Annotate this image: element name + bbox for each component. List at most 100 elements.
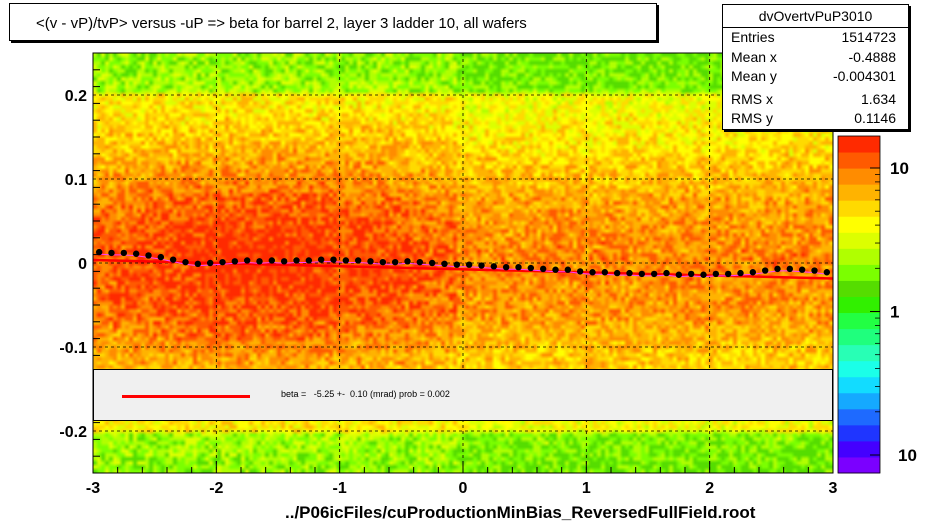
y-tick-label: 0.1 <box>65 172 87 189</box>
profile-point <box>404 258 411 265</box>
color-scale-swatch <box>838 456 880 474</box>
color-scale-swatch <box>838 216 880 233</box>
color-scale-swatch <box>838 424 880 442</box>
color-scale-swatch <box>838 344 880 362</box>
stats-row-rms-y: RMS y 0.1146 <box>731 110 896 130</box>
color-scale-swatch <box>838 296 880 314</box>
profile-point <box>354 257 362 264</box>
profile-point <box>145 252 152 259</box>
fit-line-segment <box>92 258 834 280</box>
profile-point <box>231 258 239 265</box>
x-axis: -3 -2 -1 0 1 2 3 <box>86 461 838 497</box>
profile-point <box>391 258 399 266</box>
stats-row-entries: Entries 1514723 <box>731 29 896 49</box>
x-tick-label: -3 <box>86 480 100 497</box>
profile-point <box>441 260 448 268</box>
chart-title: <(v - vP)/tvP> versus -uP => beta for ba… <box>36 15 527 32</box>
profile-point <box>712 270 720 278</box>
profile-point <box>663 269 670 277</box>
profile-point <box>761 267 769 274</box>
profile-point <box>638 270 646 278</box>
color-scale-swatch <box>838 168 880 185</box>
stats-row-mean-x: Mean x -0.4888 <box>731 49 896 69</box>
profile-point <box>626 269 633 277</box>
profile-point <box>206 259 214 267</box>
profile-point <box>601 269 609 276</box>
profile-point <box>268 257 276 264</box>
color-scale-swatch <box>838 360 880 378</box>
fit-legend-line <box>122 395 250 398</box>
x-axis-label: ../P06icFiles/cuProductionMinBias_Revers… <box>285 503 756 522</box>
fit-line <box>92 258 834 280</box>
color-scale-swatch <box>838 200 880 217</box>
profile-point <box>527 264 535 272</box>
profile-point <box>367 258 374 265</box>
profile-point <box>132 250 140 257</box>
profile-point <box>613 269 621 277</box>
y-tick-label: 0 <box>78 256 87 273</box>
profile-point <box>724 270 732 278</box>
profile-point <box>293 257 300 264</box>
color-scale-frame <box>837 135 881 474</box>
x-tick-label: 1 <box>582 480 591 497</box>
profile-point <box>243 257 251 264</box>
color-scale-swatch <box>838 248 880 265</box>
profile-point <box>650 270 658 278</box>
x-tick-label: 3 <box>829 480 838 497</box>
profile-point <box>256 258 263 265</box>
profile-point <box>120 249 128 257</box>
stats-value: 0.1146 <box>854 110 896 126</box>
profile-points <box>95 248 831 278</box>
chart-title-box: <(v - vP)/tvP> versus -uP => beta for ba… <box>9 3 657 41</box>
stats-value: -0.4888 <box>848 49 896 65</box>
y-tick-label: -0.2 <box>59 424 87 441</box>
profile-point <box>194 260 202 268</box>
stats-separator <box>723 27 908 28</box>
stats-label: Mean x <box>731 49 777 65</box>
stats-label: Mean y <box>731 68 777 84</box>
profile-point <box>749 269 757 276</box>
color-scale-swatch <box>838 408 880 426</box>
profile-point <box>95 248 103 256</box>
stats-value: 1.634 <box>860 91 896 107</box>
color-scale-swatch <box>838 392 880 410</box>
profile-point <box>502 264 510 271</box>
profile-point <box>737 269 744 277</box>
fit-legend-text: beta = -5.25 +- 0.10 (mrad) prob = 0.002 <box>281 389 450 399</box>
profile-point <box>305 257 313 264</box>
color-scale-swatch <box>838 280 880 297</box>
profile-point <box>219 258 226 266</box>
profile-point <box>379 258 387 266</box>
color-scale-label: 10 <box>898 446 917 465</box>
color-scale-swatch <box>838 184 880 201</box>
stats-value: 1514723 <box>841 29 896 45</box>
profile-point <box>823 269 831 276</box>
profile-point <box>465 261 473 268</box>
profile-point <box>157 253 165 261</box>
profile-point <box>786 265 794 273</box>
stats-label: RMS x <box>731 91 773 107</box>
profile-point <box>182 258 189 266</box>
x-tick-label: 0 <box>459 480 468 497</box>
profile-point <box>108 249 115 257</box>
stats-box: dvOvertvPuP3010 Entries 1514723 Mean x -… <box>722 4 909 130</box>
profile-point <box>700 271 707 278</box>
color-scale-label: 1 <box>890 303 899 322</box>
profile-point <box>428 259 436 267</box>
y-axis: -0.2 -0.1 0 0.1 0.2 <box>59 52 100 474</box>
color-scale-swatch <box>838 328 880 346</box>
profile-point <box>552 266 559 273</box>
color-scale-swatch <box>838 232 880 249</box>
color-scale-swatch <box>838 264 880 281</box>
stats-row-mean-y: Mean y -0.004301 <box>731 68 896 88</box>
profile-point <box>342 257 350 264</box>
color-scale-label: 10 <box>890 159 909 178</box>
x-tick-label: 2 <box>705 480 714 497</box>
profile-point <box>330 256 337 263</box>
color-scale-swatch <box>838 136 880 153</box>
stats-value: -0.004301 <box>832 68 896 84</box>
profile-point <box>564 266 572 273</box>
stats-label: RMS y <box>731 110 773 126</box>
profile-point <box>675 271 683 278</box>
color-scale-swatch <box>838 440 880 458</box>
